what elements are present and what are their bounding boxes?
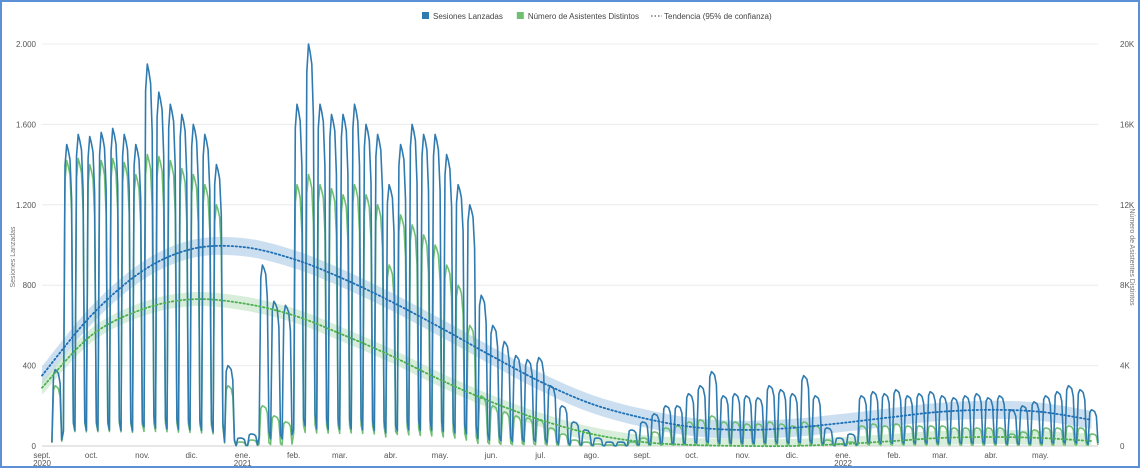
y-right-tick-label: 8K xyxy=(1120,281,1130,290)
x-tick-label: may. xyxy=(1032,451,1049,460)
y-left-tick-label: 2.000 xyxy=(16,40,37,49)
legend-label-0: Sesiones Lanzadas xyxy=(433,12,503,21)
x-tick-year-label: 2020 xyxy=(33,459,51,466)
y-right-tick-label: 16K xyxy=(1120,120,1135,129)
x-tick-label: jul. xyxy=(534,451,545,460)
y-left-tick-label: 1.600 xyxy=(16,120,37,129)
chart-grid xyxy=(42,43,1098,447)
legend-swatch-0 xyxy=(422,12,429,19)
y-left-tick-label: 1.200 xyxy=(16,201,37,210)
x-tick-label: oct. xyxy=(85,451,98,460)
y-right-tick-label: 12K xyxy=(1120,201,1135,210)
trend-line-sesiones xyxy=(41,244,1093,431)
series-line-sesiones xyxy=(51,43,1099,447)
x-tick-label: jun. xyxy=(484,451,498,460)
x-tick-label: abr. xyxy=(984,451,997,460)
x-tick-label: mar. xyxy=(932,451,948,460)
data-series-lines xyxy=(51,43,1099,447)
y-axis-right-title: Número de Asistentes Distintos xyxy=(1128,208,1135,306)
y-right-tick-label: 4K xyxy=(1120,362,1130,371)
y-axis-right: 0 4K 8K 12K 16K 20K xyxy=(1120,40,1135,451)
x-tick-label: dic. xyxy=(185,451,197,460)
x-tick-label: sept. xyxy=(33,451,50,460)
x-tick-label: nov. xyxy=(735,451,750,460)
y-left-tick-label: 0 xyxy=(32,442,37,451)
trend-line-asistentes xyxy=(41,298,1093,448)
x-tick-year-label: 2021 xyxy=(234,459,252,466)
legend-label-2: Tendencia (95% de confianza) xyxy=(664,12,772,21)
legend-swatch-1 xyxy=(516,12,524,19)
x-tick-label: ene. xyxy=(835,451,851,460)
x-tick-label: ene. xyxy=(235,451,251,460)
y-axis-left: 0 400 800 1.200 1.600 2.000 xyxy=(16,40,37,451)
x-tick-label: mar. xyxy=(332,451,348,460)
chart-legend: Sesiones Lanzadas Número de Asistentes Di… xyxy=(422,12,772,21)
x-tick-label: may. xyxy=(432,451,449,460)
y-right-tick-label: 0 xyxy=(1120,442,1125,451)
x-tick-label: sept. xyxy=(634,451,651,460)
x-tick-label: nov. xyxy=(135,451,150,460)
trend-lines xyxy=(41,244,1093,448)
y-axis-left-title: Sesiones Lanzadas xyxy=(10,226,17,288)
y-left-tick-label: 400 xyxy=(23,362,37,371)
x-tick-label: ago. xyxy=(584,451,600,460)
x-tick-label: dic. xyxy=(786,451,798,460)
x-tick-year-label: 2022 xyxy=(834,459,852,466)
confidence-band-sesiones xyxy=(42,236,1092,440)
y-left-tick-label: 800 xyxy=(23,281,37,290)
x-tick-label: feb. xyxy=(287,451,300,460)
x-tick-label: feb. xyxy=(887,451,900,460)
y-right-tick-label: 20K xyxy=(1120,40,1135,49)
x-tick-label: abr. xyxy=(384,451,397,460)
legend-label-1: Número de Asistentes Distintos xyxy=(528,12,639,21)
x-tick-label: oct. xyxy=(685,451,698,460)
